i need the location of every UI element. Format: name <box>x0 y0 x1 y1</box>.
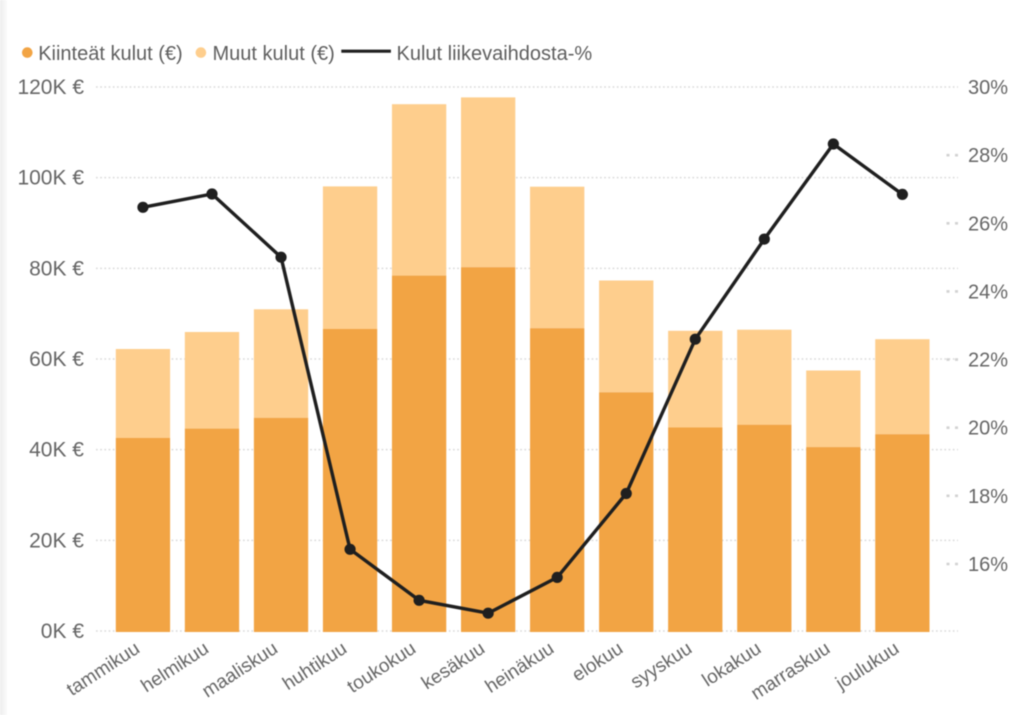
svg-text:22%: 22% <box>968 350 1008 372</box>
svg-text:80K €: 80K € <box>29 257 84 280</box>
svg-text:28%: 28% <box>968 145 1008 167</box>
svg-text:30%: 30% <box>968 77 1008 99</box>
svg-text:40K €: 40K € <box>29 439 84 462</box>
svg-text:60K €: 60K € <box>29 348 84 371</box>
svg-text:120K €: 120K € <box>17 76 84 99</box>
svg-text:18%: 18% <box>968 486 1008 508</box>
svg-text:16%: 16% <box>968 554 1008 576</box>
svg-text:Kiinteät kulut (€): Kiinteät kulut (€) <box>38 43 183 65</box>
svg-text:24%: 24% <box>968 281 1008 303</box>
svg-text:Kulut liikevaihdosta-%: Kulut liikevaihdosta-% <box>397 43 593 65</box>
svg-text:20%: 20% <box>968 418 1008 440</box>
svg-text:100K €: 100K € <box>17 167 84 190</box>
svg-text:0K €: 0K € <box>41 620 85 643</box>
svg-text:20K €: 20K € <box>29 529 84 552</box>
svg-text:Muut kulut (€): Muut kulut (€) <box>213 43 335 65</box>
svg-text:26%: 26% <box>968 213 1008 235</box>
